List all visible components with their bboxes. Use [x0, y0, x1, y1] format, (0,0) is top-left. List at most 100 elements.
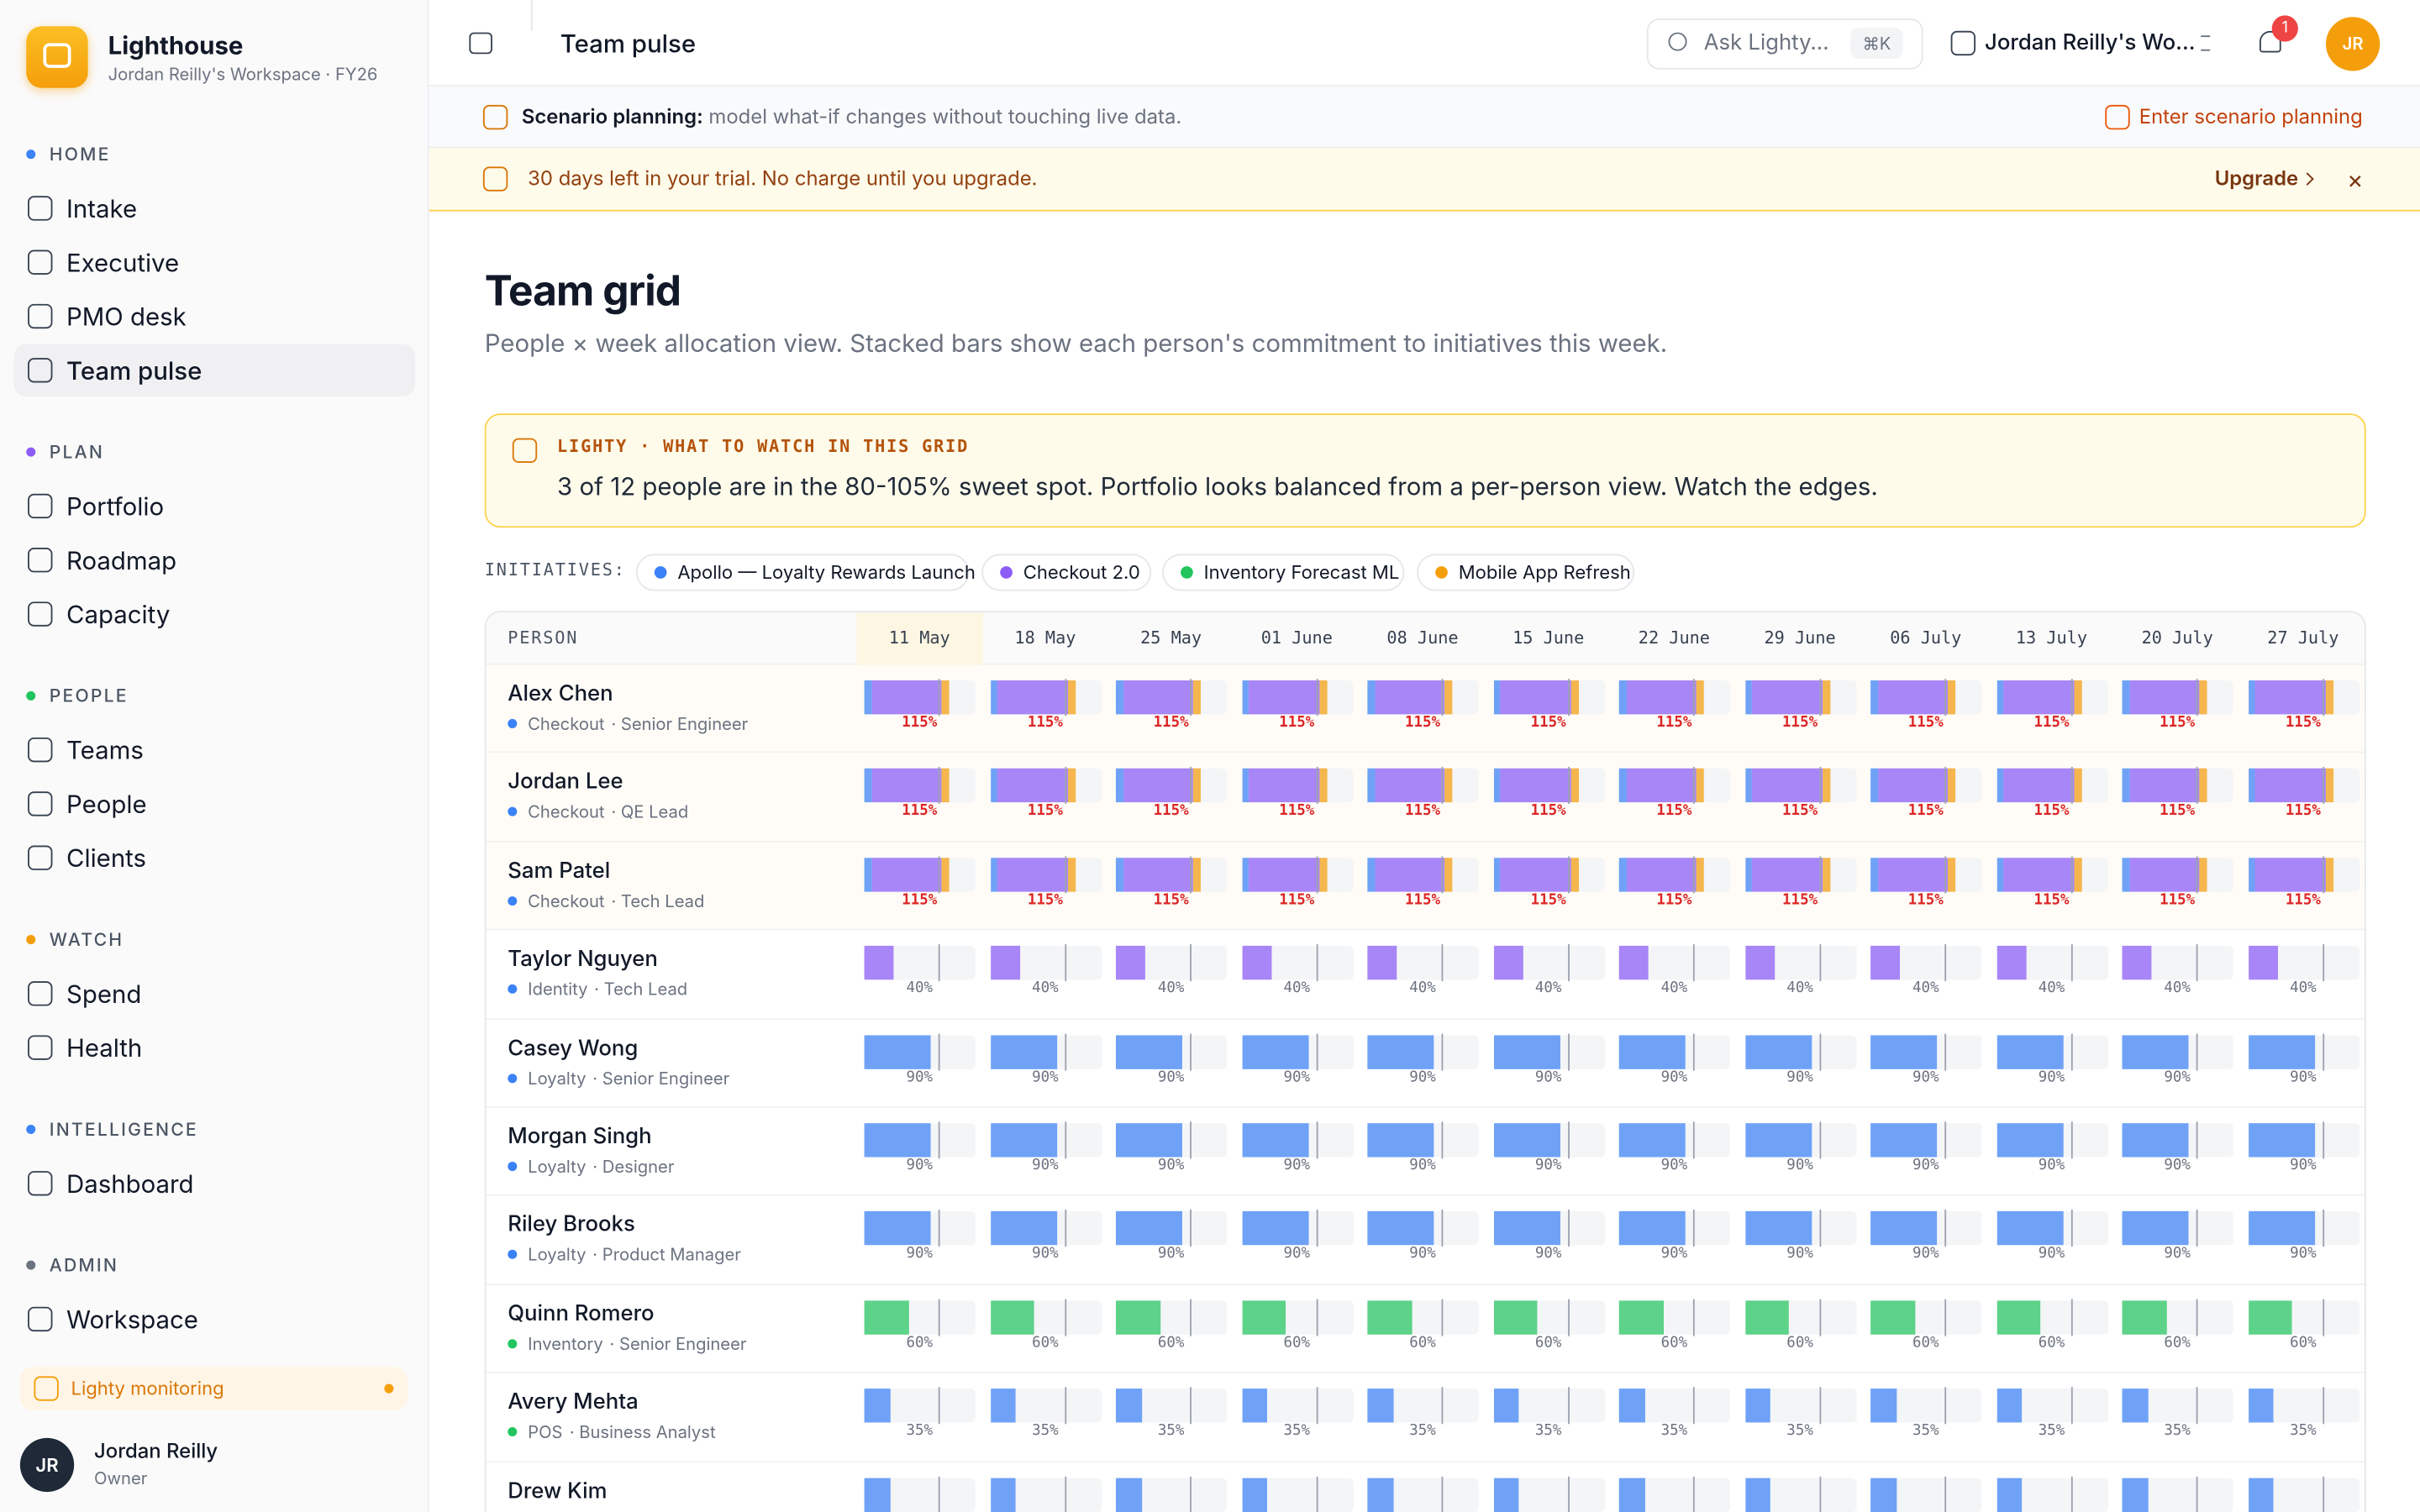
trial-text: 30 days left in your trial. No charge un… [528, 166, 1038, 192]
nav-item[interactable]: Roadmap [66, 544, 177, 576]
capacity-marker [1441, 856, 1444, 894]
nav-item[interactable]: Portfolio [66, 491, 165, 522]
allocation-segment [997, 769, 1068, 803]
initiative-chip[interactable]: Inventory Forecast ML [1162, 554, 1405, 591]
allocation-label: 115% [1027, 714, 1063, 732]
person-team: Loyalty [528, 1155, 587, 1178]
notification-badge: 1 [2271, 15, 2298, 42]
allocation-label: 90% [1409, 1157, 1436, 1174]
capacity-marker [2196, 679, 2198, 717]
avatar[interactable]: JR [2325, 17, 2381, 71]
allocation-segment [1996, 1034, 2064, 1069]
capacity-marker [1441, 767, 1444, 805]
allocation-segment [1115, 946, 1146, 980]
monitoring-pill [19, 1367, 408, 1410]
chevron [2201, 35, 2211, 51]
bell[interactable] [2259, 30, 2281, 53]
initiative-chip[interactable]: Checkout 2.0 [981, 554, 1152, 591]
person-name: Sam Patel [508, 857, 611, 885]
nav-item[interactable]: Capacity [66, 598, 171, 630]
allocation-segment [1500, 769, 1571, 803]
capacity-marker [1441, 1476, 1444, 1512]
allocation-segment [864, 1389, 891, 1423]
grid-row [486, 1019, 2365, 1108]
allocation-label: 115% [1907, 891, 1944, 909]
sidebar-toggle[interactable] [469, 32, 492, 55]
allocation-segment [2074, 680, 2082, 715]
person-role: · Designer [592, 1155, 675, 1178]
person-team: Checkout [528, 712, 605, 735]
allocation-segment [990, 680, 998, 715]
team-dot [508, 1427, 518, 1437]
initiative-chip[interactable]: Mobile App Refresh [1417, 554, 1635, 591]
allocation-segment [990, 1477, 1017, 1512]
capacity-marker [1064, 1210, 1066, 1247]
section-label: INTELLIGENCE [49, 1118, 198, 1141]
allocation-segment [1877, 857, 1949, 892]
allocation-segment [2122, 1034, 2189, 1069]
capacity-marker [1190, 679, 1192, 717]
nav-item[interactable]: Teams [66, 734, 144, 766]
nav-item[interactable]: Health [66, 1032, 143, 1063]
allocation-label: 90% [2038, 1068, 2065, 1086]
allocation-label: 90% [2290, 1157, 2317, 1174]
capacity-marker [1190, 1476, 1192, 1512]
allocation-label: 60% [1534, 1334, 1562, 1352]
close[interactable]: × [2347, 163, 2364, 195]
icon [28, 737, 53, 763]
allocation-segment [1115, 1123, 1183, 1158]
nav-item[interactable]: Intake [66, 192, 138, 224]
team-dot [508, 1250, 518, 1260]
icon [482, 104, 508, 130]
upgrade[interactable]: Upgrade [2214, 166, 2299, 192]
nav-item[interactable]: Workspace [66, 1304, 198, 1335]
capacity-marker [938, 679, 940, 717]
initiatives-label: INITIATIVES: [484, 559, 626, 580]
scenario-action[interactable]: Enter scenario planning [2139, 104, 2363, 130]
search[interactable] [1646, 18, 1923, 70]
allocation-segment [1877, 680, 1949, 715]
nav-item[interactable]: Dashboard [66, 1168, 194, 1200]
person-role: · Senior Engineer [609, 1332, 747, 1355]
capacity-marker [1692, 1121, 1695, 1159]
capacity-marker [938, 944, 940, 982]
allocation-label: 90% [1786, 1157, 1813, 1174]
workspace-switcher[interactable]: Jordan Reilly's Wo... [1985, 29, 2196, 56]
nav-item[interactable]: Clients [66, 842, 147, 874]
week-label: 13 July [2015, 627, 2088, 648]
nav-item[interactable]: Spend [66, 978, 142, 1010]
initiative-chip[interactable]: Apollo — Loyalty Rewards Launch [635, 554, 976, 591]
nav-item[interactable]: People [66, 788, 147, 820]
person-header: PERSON [508, 627, 579, 648]
icon [28, 358, 53, 383]
allocation-segment [1444, 857, 1453, 892]
capacity-marker [2196, 767, 2198, 805]
capacity-marker [938, 1210, 940, 1247]
allocation-segment [1193, 857, 1202, 892]
capacity-marker [1567, 767, 1570, 805]
nav-item[interactable]: Team pulse [66, 354, 203, 386]
capacity-marker [1315, 1476, 1318, 1512]
allocation-label: 90% [1660, 1068, 1688, 1086]
allocation-label: 90% [1912, 1245, 1939, 1263]
allocation-segment [1367, 1389, 1394, 1423]
allocation-label: 90% [2290, 1245, 2317, 1263]
capacity-marker [2322, 1299, 2324, 1336]
allocation-label: 115% [1153, 891, 1189, 909]
allocation-segment [2122, 680, 2130, 715]
capacity-marker [1944, 1121, 1947, 1159]
nav-item[interactable]: PMO desk [66, 301, 187, 332]
allocation-segment [997, 680, 1068, 715]
allocation-segment [1744, 946, 1775, 980]
allocation-segment [2248, 680, 2256, 715]
allocation-segment [2325, 857, 2333, 892]
allocation-segment [871, 680, 943, 715]
allocation-label: 90% [906, 1245, 933, 1263]
allocation-segment [1493, 946, 1523, 980]
nav-item[interactable]: Executive [66, 246, 180, 278]
icon [28, 196, 53, 221]
allocation-label: 115% [1907, 714, 1944, 732]
allocation-segment [1375, 769, 1445, 803]
allocation-label: 35% [1660, 1422, 1688, 1441]
allocation-label: 115% [1656, 714, 1692, 732]
